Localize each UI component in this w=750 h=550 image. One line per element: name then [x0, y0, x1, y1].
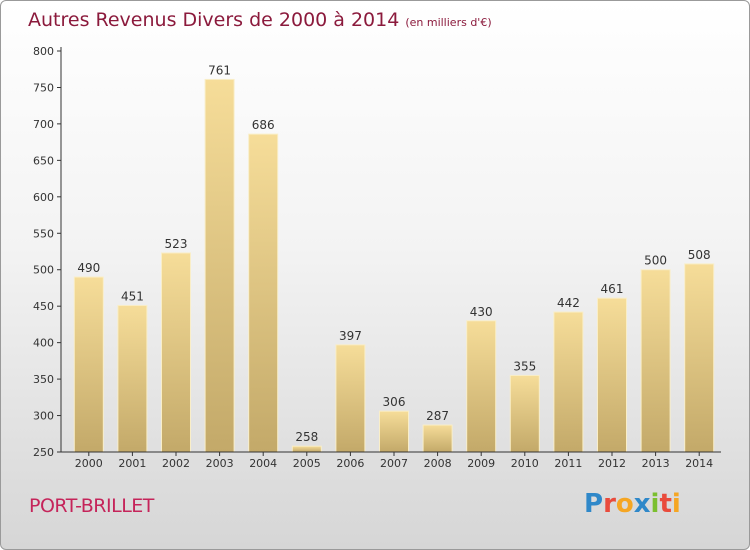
data-label-2012: 461: [601, 282, 624, 296]
y-tick-250: 250: [33, 446, 54, 459]
data-label-2009: 430: [470, 305, 493, 319]
bar-2006: [335, 344, 366, 453]
bar-2009: [466, 320, 497, 453]
chart-title: Autres Revenus Divers de 2000 à 2014 (en …: [28, 9, 492, 31]
x-tick-2006: 2006: [336, 457, 364, 470]
logo-letter: i: [650, 489, 660, 519]
x-tick-2000: 2000: [75, 457, 103, 470]
data-label-2004: 686: [252, 118, 275, 132]
data-label-2008: 287: [426, 409, 449, 423]
data-label-2002: 523: [165, 237, 188, 251]
y-tick-650: 650: [33, 154, 54, 167]
proxiti-logo[interactable]: Proxiti: [584, 489, 681, 519]
data-label-2014: 508: [688, 248, 711, 262]
commune-name: PORT-BRILLET: [29, 495, 154, 517]
data-label-2000: 490: [77, 261, 100, 275]
x-tick-2014: 2014: [685, 457, 713, 470]
y-tick-400: 400: [33, 337, 54, 350]
y-tick-800: 800: [33, 45, 54, 58]
x-tick-2010: 2010: [511, 457, 539, 470]
y-tick-700: 700: [33, 118, 54, 131]
bar-2000: [73, 276, 104, 453]
x-tick-2009: 2009: [467, 457, 495, 470]
chart-subtitle: (en milliers d'€): [405, 16, 492, 29]
bar-2003: [204, 78, 235, 453]
bar-2004: [248, 133, 279, 453]
bar-2002: [161, 252, 191, 453]
logo-letter: r: [603, 489, 616, 519]
y-tick-300: 300: [33, 410, 54, 423]
bar-2005: [291, 445, 322, 453]
data-label-2010: 355: [513, 359, 536, 373]
x-tick-2001: 2001: [118, 457, 146, 470]
data-label-2013: 500: [644, 254, 667, 268]
y-tick-600: 600: [33, 191, 54, 204]
bar-2012: [597, 297, 627, 453]
x-tick-2003: 2003: [206, 457, 234, 470]
x-tick-2008: 2008: [424, 457, 452, 470]
x-tick-2013: 2013: [642, 457, 670, 470]
y-tick-350: 350: [33, 373, 54, 386]
bar-2001: [117, 304, 148, 453]
data-label-2005: 258: [295, 430, 318, 444]
bar-2007: [379, 410, 409, 453]
logo-letter: t: [659, 489, 672, 519]
bar-2014: [684, 263, 715, 453]
bar-2011: [553, 311, 584, 453]
data-label-2003: 761: [208, 63, 231, 77]
x-tick-2005: 2005: [293, 457, 321, 470]
x-tick-2007: 2007: [380, 457, 408, 470]
bar-2008: [422, 424, 453, 453]
x-tick-2012: 2012: [598, 457, 626, 470]
x-tick-2004: 2004: [249, 457, 277, 470]
data-label-2011: 442: [557, 296, 580, 310]
bar-2010: [509, 374, 540, 453]
y-tick-500: 500: [33, 264, 54, 277]
logo-letter: i: [671, 489, 681, 519]
bar-2013: [640, 269, 671, 453]
x-tick-2002: 2002: [162, 457, 190, 470]
data-label-2007: 306: [383, 395, 406, 409]
y-tick-750: 750: [33, 81, 54, 94]
chart-title-text: Autres Revenus Divers de 2000 à 2014: [28, 9, 400, 31]
y-tick-550: 550: [33, 227, 54, 240]
y-tick-450: 450: [33, 300, 54, 313]
data-label-2001: 451: [121, 289, 144, 303]
logo-letter: o: [615, 489, 634, 519]
logo-letter: P: [584, 489, 604, 519]
x-tick-2011: 2011: [554, 457, 582, 470]
logo-letter: x: [633, 489, 651, 519]
data-label-2006: 397: [339, 329, 362, 343]
